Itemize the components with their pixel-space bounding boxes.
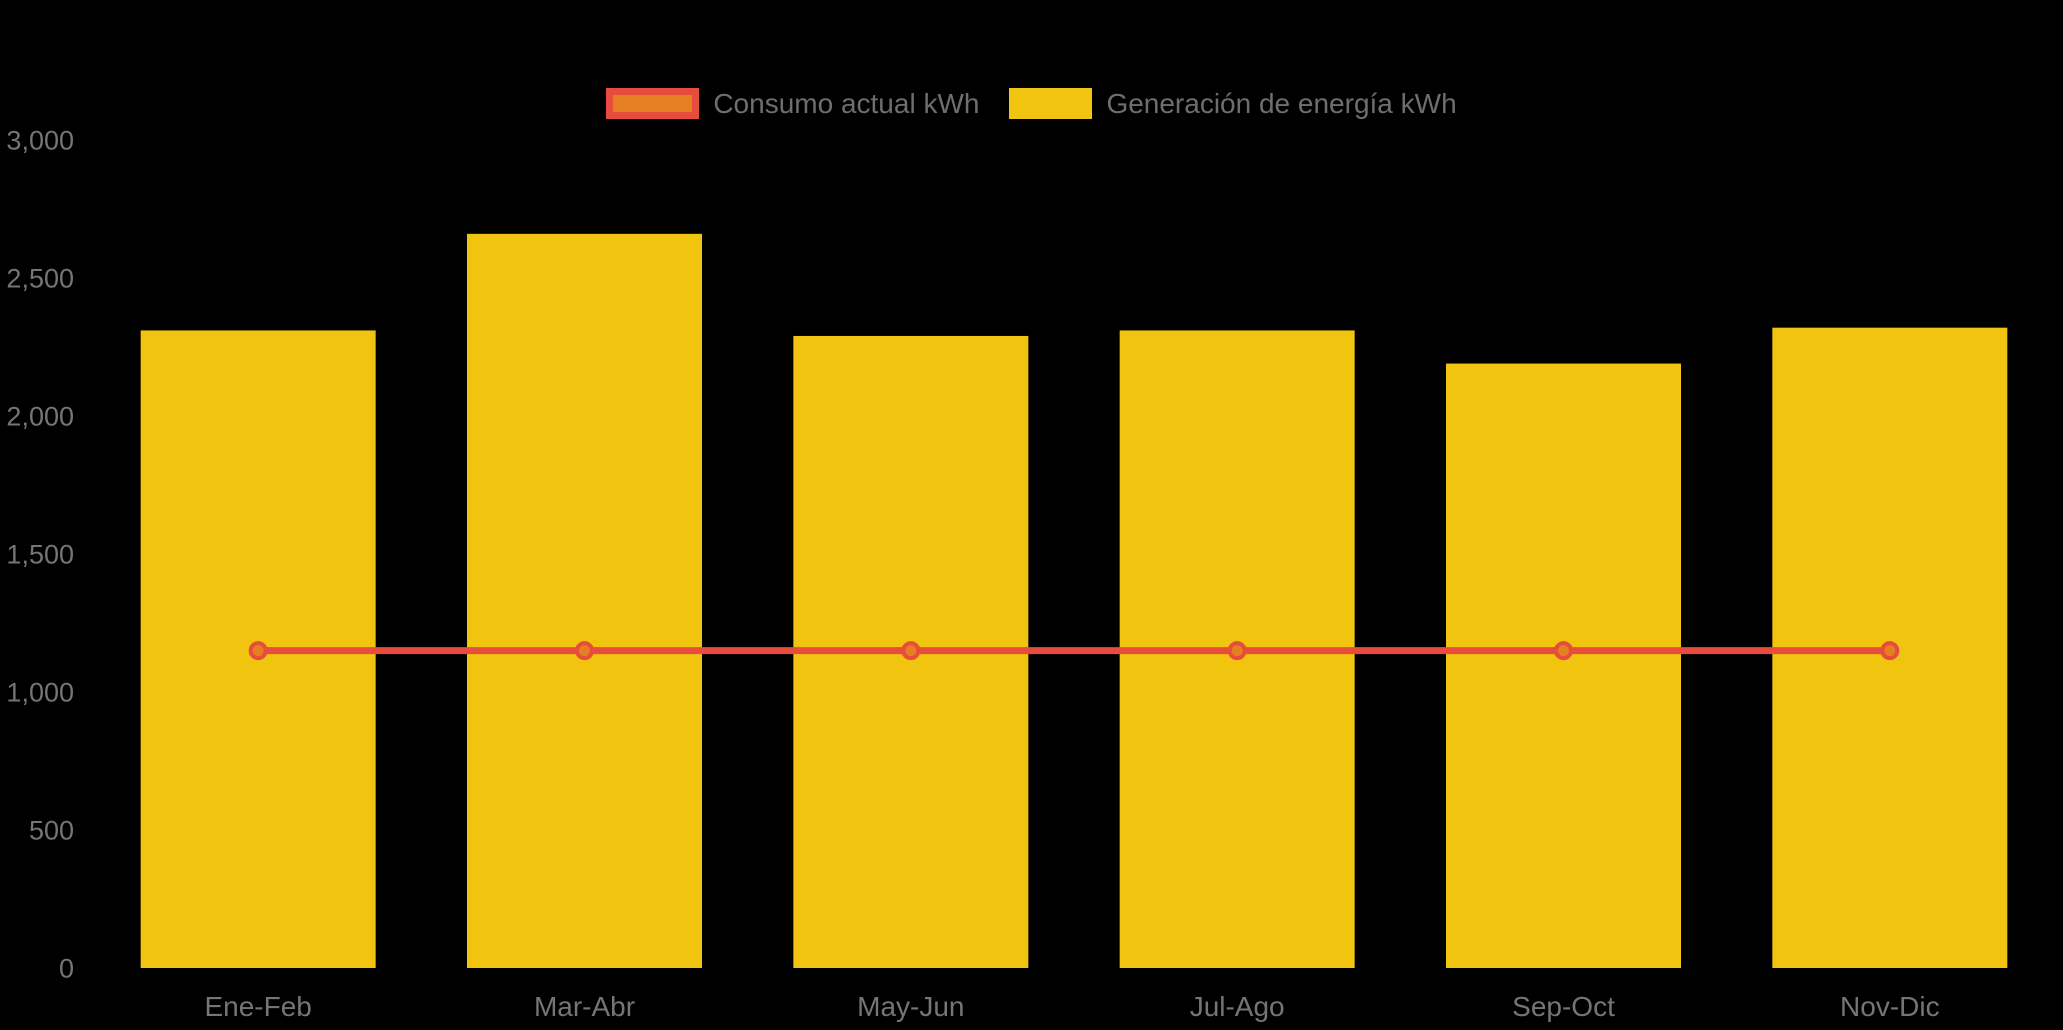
bar-mar-abr[interactable] bbox=[467, 233, 702, 969]
line-point-ene-feb[interactable] bbox=[248, 641, 268, 661]
line-point-sep-oct[interactable] bbox=[1554, 641, 1573, 661]
y-axis-tick-label: 0 bbox=[59, 953, 74, 983]
legend-item-generacion-energia[interactable]: Generación de energía kWh bbox=[1009, 88, 1457, 119]
legend-swatch-generacion-icon bbox=[1009, 88, 1093, 119]
y-axis-tick-label: 500 bbox=[29, 815, 74, 845]
line-point-nov-dic[interactable] bbox=[1880, 641, 1900, 661]
legend-label-consumo: Consumo actual kWh bbox=[713, 88, 980, 119]
line-point-mar-abr[interactable] bbox=[575, 641, 594, 661]
x-axis-tick-label: Nov-Dic bbox=[1840, 991, 1940, 1022]
legend-item-consumo-actual[interactable]: Consumo actual kWh bbox=[606, 88, 979, 119]
y-axis-tick-label: 2,500 bbox=[6, 263, 74, 293]
x-axis-tick-label: Sep-Oct bbox=[1512, 991, 1615, 1022]
legend-swatch-consumo-icon bbox=[606, 88, 700, 119]
line-point-jul-ago[interactable] bbox=[1227, 641, 1247, 661]
y-axis-tick-label: 1,000 bbox=[6, 677, 74, 707]
x-axis-tick-label: Mar-Abr bbox=[534, 991, 635, 1022]
bar-sep-oct[interactable] bbox=[1446, 363, 1681, 968]
x-axis-tick-label: Jul-Ago bbox=[1190, 991, 1285, 1022]
y-axis-tick-label: 3,000 bbox=[6, 125, 74, 155]
line-point-may-jun[interactable] bbox=[901, 641, 921, 661]
x-axis-tick-label: Ene-Feb bbox=[204, 991, 311, 1022]
y-axis-tick-label: 2,000 bbox=[6, 401, 74, 431]
chart-legend: Consumo actual kWh Generación de energía… bbox=[0, 88, 2063, 119]
y-axis-tick-label: 1,500 bbox=[6, 539, 74, 569]
legend-label-generacion: Generación de energía kWh bbox=[1106, 88, 1457, 119]
x-axis-tick-label: May-Jun bbox=[857, 991, 964, 1022]
